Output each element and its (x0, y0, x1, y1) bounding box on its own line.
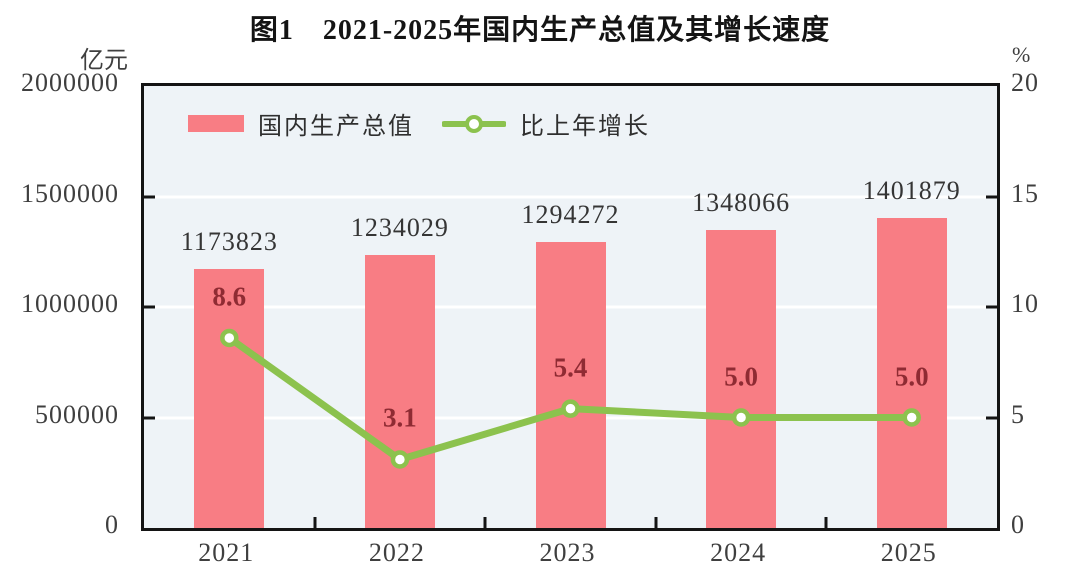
chart-title: 图1 2021-2025年国内生产总值及其增长速度 (249, 15, 831, 46)
x-axis-label-2024: 2024 (710, 538, 767, 567)
growth-value-label: 8.6 (212, 281, 247, 312)
legend: 国内生产总值 比上年增长 (188, 106, 650, 141)
x-axis-labels: 2021 2022 2023 2024 2025 (141, 538, 1000, 574)
x-axis-label-2022: 2022 (368, 538, 425, 567)
gdp-bar-2021 (194, 268, 265, 528)
bar-value-label: 1401879 (862, 176, 961, 206)
left-axis-tick-mark (144, 195, 155, 198)
right-axis-tick-mark (986, 305, 997, 309)
x-axis-tick-mark (654, 517, 658, 528)
right-axis-unit: % (1012, 42, 1031, 67)
growth-point-marker (390, 450, 410, 469)
right-axis-tick-label: 15 (1011, 178, 1039, 208)
growth-value-label: 5.0 (894, 361, 929, 391)
x-axis-label-2021: 2021 (198, 538, 255, 567)
growth-value-label: 3.1 (383, 402, 417, 433)
legend-line-marker-icon (442, 114, 506, 134)
bar-value-label: 1234029 (350, 213, 449, 243)
legend-bar-label: 国内生产总值 (258, 114, 414, 140)
x-axis-tick-mark (483, 517, 487, 528)
left-axis-tick-mark (144, 416, 155, 419)
right-axis-tick-label: 10 (1011, 289, 1039, 318)
right-axis-tick-label: 5 (1011, 399, 1025, 429)
left-axis-tick-label: 2000000 (21, 68, 119, 97)
gdp-bar-2024 (706, 230, 777, 528)
growth-value-label: 5.0 (724, 361, 758, 391)
growth-point-marker (902, 408, 921, 427)
growth-point-marker (561, 399, 580, 418)
gdp-bar-2022 (364, 255, 435, 528)
growth-line-chart (220, 328, 921, 469)
legend-item-gdp: 国内生产总值 (188, 106, 414, 141)
right-axis-tick-labels: 20 15 10 5 0 (1011, 68, 1071, 539)
gdp-bar-2023 (535, 241, 606, 528)
x-axis-label-2025: 2025 (880, 538, 937, 567)
bar-value-label: 1173823 (180, 226, 278, 256)
x-axis-tick-mark (313, 517, 317, 528)
growth-point-marker (220, 328, 239, 348)
gridline (144, 195, 997, 198)
left-axis-tick-labels: 2000000 1500000 1000000 500000 0 (0, 68, 130, 539)
growth-value-label: 5.4 (553, 352, 588, 383)
x-axis-tick-mark (824, 517, 828, 528)
gdp-bar-2025 (876, 218, 947, 528)
bar-value-label: 1348066 (692, 188, 791, 218)
left-axis-tick-mark (144, 305, 155, 309)
left-axis-tick-label: 1500000 (21, 178, 119, 208)
left-axis-unit: 亿元 (80, 48, 128, 74)
growth-point-marker (731, 408, 751, 427)
right-axis-tick-mark (986, 195, 997, 198)
bar-value-label: 1294272 (521, 199, 620, 229)
right-axis-tick-label: 0 (1011, 510, 1025, 539)
x-axis-label-2023: 2023 (539, 538, 596, 567)
plot-area: 国内生产总值 比上年增长 1173823 1234029 1294272 134806… (141, 83, 1000, 531)
left-axis-tick-label: 0 (105, 510, 119, 539)
legend-line-label: 比上年增长 (520, 114, 650, 140)
legend-bar-swatch (188, 115, 244, 132)
left-axis-tick-label: 1000000 (21, 289, 119, 318)
left-axis-tick-label: 500000 (35, 399, 119, 429)
right-axis-tick-label: 20 (1011, 68, 1039, 97)
right-axis-tick-mark (986, 416, 997, 419)
legend-item-growth: 比上年增长 (442, 106, 650, 141)
